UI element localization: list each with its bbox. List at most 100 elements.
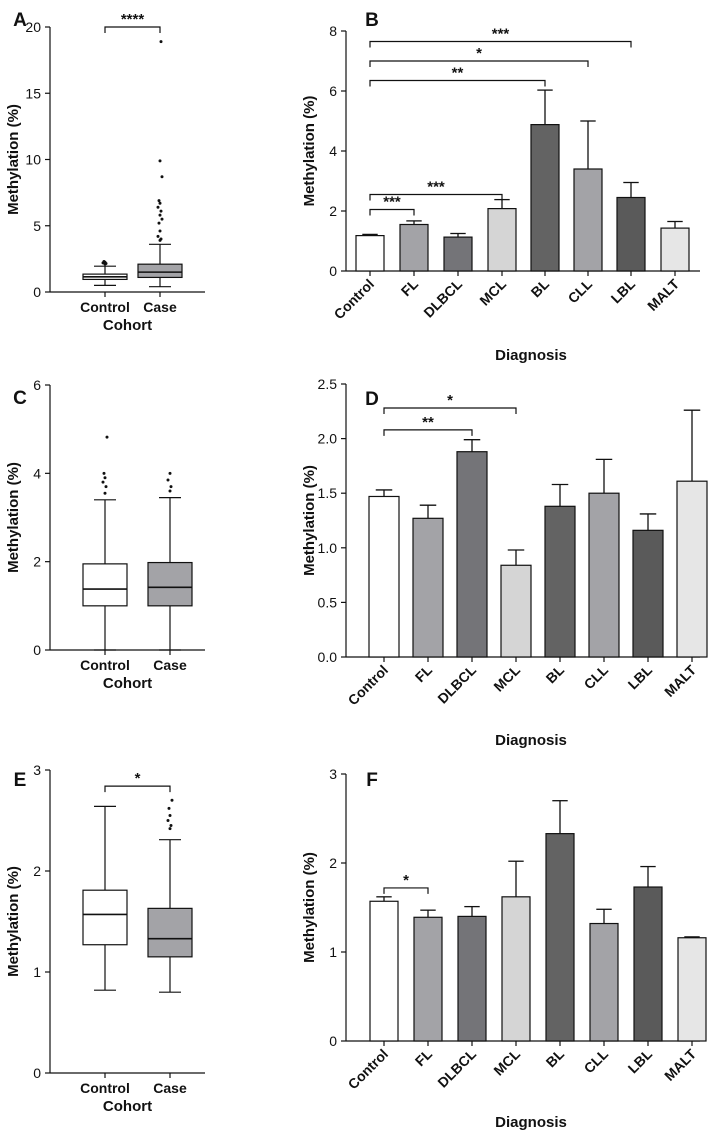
panel-d-bar-control bbox=[368, 495, 400, 658]
panel-e-label: E bbox=[14, 770, 27, 791]
panel-b-label: B bbox=[365, 10, 379, 31]
panel-d-significance-label: * bbox=[447, 392, 453, 409]
panel-b-x-tick-label: Control bbox=[331, 276, 378, 323]
panel-d-x-tick-label: LBL bbox=[625, 661, 656, 692]
panel-d-bar-fl bbox=[412, 517, 444, 658]
panel-d-significance-bracket bbox=[383, 429, 473, 436]
panel-b-bar-dlbcl bbox=[443, 236, 473, 272]
panel-a-x-tick-label: Case bbox=[143, 299, 177, 315]
panel-d-significance-bracket bbox=[383, 407, 517, 415]
panel-b-x-tick-label: LBL bbox=[608, 275, 639, 306]
panel-d-bar-malt bbox=[676, 480, 708, 658]
panel-f-x-tick-label: MALT bbox=[661, 1045, 699, 1083]
panel-b-significance-label: *** bbox=[492, 26, 510, 43]
panel-d-y-tick-label: 1.0 bbox=[318, 540, 338, 556]
panel-a-box-case bbox=[137, 263, 183, 279]
panel-d-x-tick-label: FL bbox=[412, 661, 436, 685]
panel-e-box-control bbox=[82, 889, 128, 946]
panel-b-y-tick-label: 0 bbox=[329, 263, 337, 279]
panel-f-significance-label: * bbox=[403, 872, 409, 889]
panel-f-bar-malt bbox=[677, 937, 707, 1042]
panel-d-bar-cll bbox=[588, 492, 620, 658]
panel-b-y-tick-label: 2 bbox=[329, 203, 337, 219]
panel-a-significance-bracket bbox=[104, 26, 161, 33]
panel-e-box-case-outlier bbox=[168, 813, 172, 817]
panel-a-box-case-outlier bbox=[157, 221, 161, 225]
panel-d-y-tick-label: 1.5 bbox=[318, 485, 338, 501]
panel-b-significance-bracket bbox=[369, 60, 589, 67]
panel-a-box-case-outlier bbox=[160, 217, 164, 221]
panel-f-bar-bl bbox=[545, 833, 575, 1042]
panel-b-significance-label: *** bbox=[427, 179, 445, 196]
panel-c-box-case-outlier bbox=[169, 485, 173, 489]
panel-d-bar-bl bbox=[544, 505, 576, 658]
panel-f-y-tick-label: 1 bbox=[329, 944, 337, 960]
panel-c-label: C bbox=[13, 388, 27, 409]
panel-c-box-control-outlier bbox=[101, 480, 105, 484]
panel-f-bar-dlbcl bbox=[457, 915, 487, 1042]
panel-f-x-tick-label: CLL bbox=[581, 1045, 612, 1076]
panel-d-bar-lbl bbox=[632, 529, 664, 658]
panel-f-x-tick-label: Control bbox=[345, 1046, 392, 1093]
panel-c-box-control-outlier bbox=[103, 491, 107, 495]
panel-f-bar-mcl bbox=[501, 896, 531, 1042]
panel-f-y-tick-label: 0 bbox=[329, 1033, 337, 1049]
panel-e-y-tick-label: 0 bbox=[33, 1065, 41, 1081]
panel-d-y-tick-label: 0.0 bbox=[318, 649, 338, 665]
panel-b-x-tick-label: DLBCL bbox=[420, 275, 465, 320]
panel-e-y-tick-label: 2 bbox=[33, 863, 41, 879]
panel-c-y-tick-label: 6 bbox=[33, 377, 41, 393]
panel-e-x-tick-label: Case bbox=[153, 1080, 187, 1096]
panel-e-box-case-outlier bbox=[167, 806, 171, 810]
panel-b-x-axis-title: Diagnosis bbox=[495, 347, 567, 364]
panel-e-significance-bracket bbox=[104, 785, 171, 793]
panel-c-x-tick-label: Control bbox=[80, 657, 130, 673]
panel-c-box-case-outlier bbox=[168, 489, 172, 493]
panel-e-y-axis-title: Methylation (%) bbox=[5, 866, 22, 977]
panel-a-y-tick-label: 0 bbox=[33, 284, 41, 300]
panel-e-box-case-outlier bbox=[168, 827, 172, 831]
panel-c-box-control-outlier bbox=[103, 476, 107, 480]
panel-d-label: D bbox=[365, 389, 379, 410]
panel-f-bar-control bbox=[369, 900, 399, 1042]
panel-b-significance-label: * bbox=[476, 45, 482, 62]
panel-f-x-tick-label: BL bbox=[543, 1045, 568, 1070]
panel-a-box-case-outlier bbox=[160, 175, 164, 179]
panel-b-x-tick-label: CLL bbox=[565, 275, 596, 306]
panel-e-y-tick-label: 1 bbox=[33, 964, 41, 980]
panel-d-y-tick-label: 2.5 bbox=[318, 376, 338, 392]
panel-a-significance-label: **** bbox=[121, 11, 145, 28]
panel-a-y-tick-label: 20 bbox=[25, 19, 41, 35]
panel-b-significance-label: ** bbox=[452, 65, 464, 82]
panel-a-box-case-outlier bbox=[158, 213, 162, 217]
panel-c-box-case-outlier bbox=[168, 471, 172, 475]
panel-a-box-control-outlier bbox=[102, 260, 106, 264]
panel-a-box-case-outlier bbox=[159, 209, 163, 213]
panel-e-box-case-outlier bbox=[170, 798, 174, 802]
panel-e-x-axis-title: Cohort bbox=[103, 1098, 152, 1115]
panel-c-box-control-outlier bbox=[105, 435, 109, 439]
panel-a-box-case-outlier bbox=[156, 234, 160, 238]
panel-f-y-tick-label: 2 bbox=[329, 855, 337, 871]
panel-f-bar-fl bbox=[413, 916, 443, 1042]
panel-b-y-axis-title: Methylation (%) bbox=[301, 96, 318, 207]
panel-a-y-axis-title: Methylation (%) bbox=[5, 104, 22, 215]
panel-a-box-case-outlier bbox=[158, 159, 162, 163]
panel-c-box-control-outlier bbox=[104, 485, 108, 489]
panel-c-y-tick-label: 0 bbox=[33, 642, 41, 658]
panel-b-x-tick-label: FL bbox=[398, 275, 422, 299]
panel-a-box-case-outlier bbox=[159, 40, 163, 44]
panel-f-x-tick-label: MCL bbox=[490, 1045, 523, 1078]
panel-e-x-tick-label: Control bbox=[80, 1080, 130, 1096]
panel-b-bar-cll bbox=[573, 168, 603, 272]
panel-a-chart: A 0 5 10 15 20 Methylation (%) Control Case Cohor… bbox=[5, 10, 205, 334]
panel-c-x-axis-title: Cohort bbox=[103, 675, 152, 692]
panel-e-significance-label: * bbox=[135, 770, 141, 787]
panel-a-box-case-outlier bbox=[156, 205, 160, 209]
panel-f-x-tick-label: LBL bbox=[625, 1045, 656, 1076]
panel-d-x-axis-title: Diagnosis bbox=[495, 732, 567, 749]
panel-b-significance-bracket bbox=[369, 193, 503, 201]
panel-d-x-tick-label: CLL bbox=[581, 661, 612, 692]
